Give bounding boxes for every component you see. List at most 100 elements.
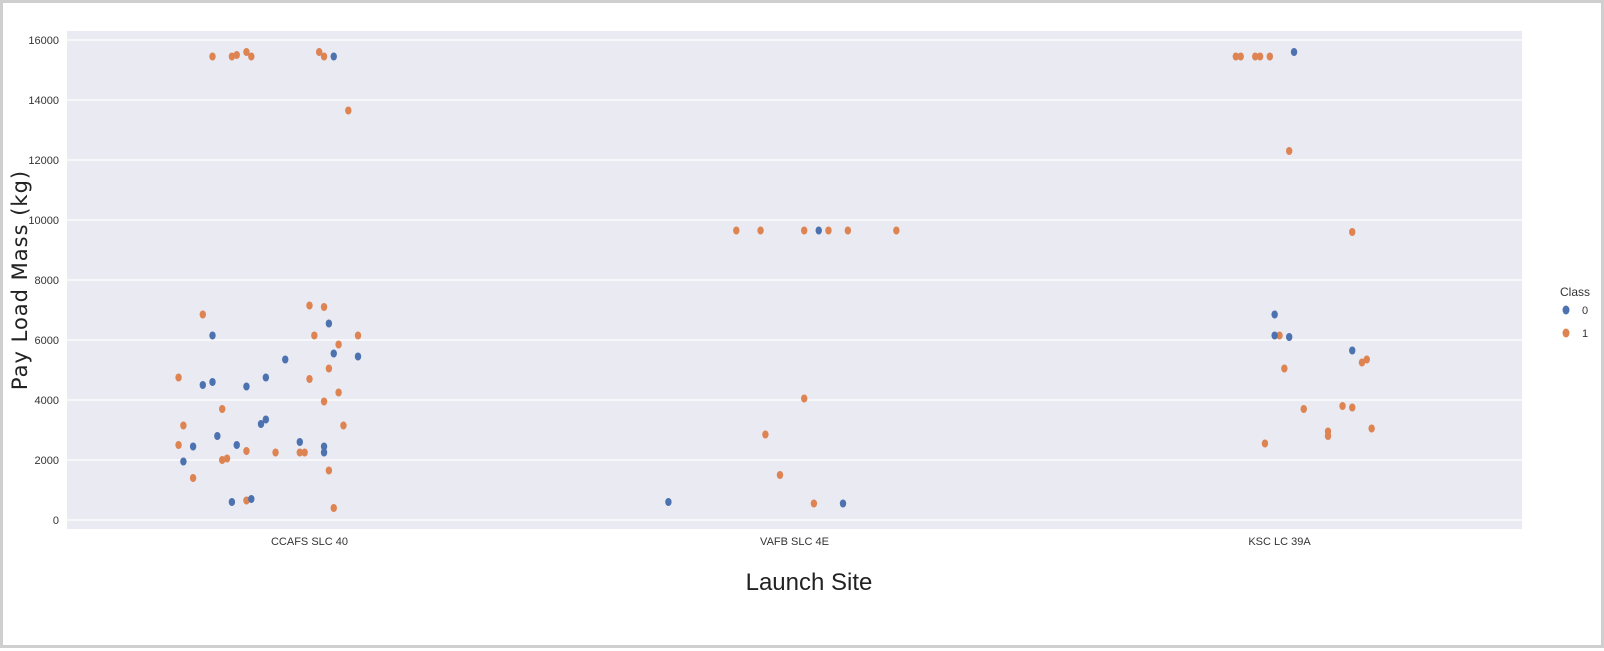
- data-point-class-0: [233, 441, 240, 449]
- data-point-class-0: [209, 378, 216, 386]
- y-tick-label: 14000: [28, 95, 59, 107]
- data-point-class-1: [243, 496, 250, 505]
- data-point-class-0: [199, 381, 206, 389]
- legend-marker-0: [1562, 305, 1570, 315]
- data-point-class-1: [243, 447, 250, 455]
- data-point-class-0: [320, 448, 328, 457]
- gridlines: [67, 39, 1522, 521]
- data-point-class-1: [311, 331, 318, 340]
- data-point-class-1: [1266, 52, 1274, 61]
- data-point-class-1: [175, 441, 182, 449]
- data-point-class-1: [1286, 147, 1293, 155]
- y-tick-label: 12000: [28, 155, 59, 167]
- data-point-class-1: [325, 466, 333, 475]
- data-point-class-0: [180, 457, 187, 466]
- data-point-class-1: [1349, 403, 1356, 412]
- y-tick-label: 6000: [35, 335, 59, 347]
- x-tick-labels: CCAFS SLC 40 VAFB SLC 4E KSC LC 39A: [271, 536, 1311, 548]
- legend-title: Class: [1560, 285, 1590, 299]
- data-point-class-1: [801, 226, 808, 235]
- data-point-class-1: [825, 226, 832, 235]
- data-point-class-1: [801, 394, 808, 403]
- data-point-class-1: [1256, 52, 1264, 61]
- data-point-class-1: [320, 397, 328, 406]
- data-point-class-1: [1261, 439, 1269, 448]
- data-point-class-0: [282, 355, 289, 364]
- y-tick-label: 10000: [28, 215, 59, 227]
- data-point-class-0: [248, 495, 255, 503]
- y-tick-label: 16000: [28, 35, 59, 47]
- data-point-class-0: [257, 420, 265, 428]
- y-tick-label: 2000: [35, 455, 59, 467]
- data-point-class-1: [893, 226, 900, 235]
- data-point-class-1: [1363, 355, 1371, 364]
- data-point-class-1: [233, 51, 240, 59]
- data-point-class-1: [345, 106, 352, 115]
- data-point-class-1: [335, 340, 342, 349]
- data-point-class-1: [1368, 424, 1375, 433]
- data-point-class-1: [330, 504, 337, 512]
- data-point-class-1: [1252, 52, 1259, 61]
- data-point-class-1: [1276, 331, 1283, 340]
- data-point-class-0: [228, 498, 236, 506]
- y-tick-labels: 0 2000 4000 6000 8000 10000 12000 14000 16000: [28, 35, 59, 527]
- data-point-class-1: [733, 226, 740, 235]
- data-point-class-1: [175, 373, 182, 382]
- legend-marker-1: [1562, 328, 1570, 338]
- data-point-class-1: [209, 52, 216, 61]
- data-point-class-0: [1349, 346, 1356, 355]
- data-point-class-1: [320, 303, 328, 311]
- data-point-class-1: [219, 456, 226, 464]
- data-point-class-1: [1281, 364, 1288, 373]
- data-point-class-1: [199, 310, 206, 319]
- x-tick-label: CCAFS SLC 40: [271, 536, 348, 548]
- data-point-class-1: [180, 421, 187, 430]
- legend-label: 1: [1582, 328, 1588, 340]
- y-tick-label: 4000: [35, 395, 59, 407]
- data-point-class-1: [762, 430, 769, 439]
- data-point-class-1: [320, 52, 328, 61]
- data-point-class-0: [1290, 48, 1298, 56]
- data-point-class-1: [1349, 228, 1356, 236]
- data-point-class-1: [340, 421, 347, 430]
- data-point-class-0: [320, 442, 328, 451]
- scatter-chart: 0 2000 4000 6000 8000 10000 12000 14000 16000 CC…: [8, 31, 1590, 596]
- data-point-class-1: [1300, 405, 1307, 413]
- data-point-class-1: [219, 405, 226, 413]
- y-tick-label: 0: [53, 515, 59, 527]
- data-point-class-1: [296, 448, 303, 457]
- data-point-class-1: [243, 48, 250, 56]
- data-point-class-0: [262, 415, 270, 424]
- y-tick-label: 8000: [35, 275, 59, 287]
- data-point-class-1: [272, 448, 279, 457]
- x-tick-label: KSC LC 39A: [1248, 536, 1311, 548]
- data-point-class-0: [815, 226, 822, 235]
- data-point-class-0: [214, 432, 221, 440]
- data-point-class-1: [1358, 358, 1366, 367]
- legend: Class 0 1: [1560, 285, 1590, 340]
- data-points: [175, 48, 1375, 512]
- data-point-class-1: [248, 52, 255, 61]
- data-point-class-0: [262, 373, 270, 382]
- data-point-class-0: [209, 331, 216, 340]
- data-point-class-0: [296, 438, 303, 446]
- data-point-class-1: [1232, 52, 1240, 61]
- data-point-class-0: [354, 352, 362, 361]
- data-point-class-1: [316, 48, 323, 56]
- legend-label: 0: [1582, 305, 1588, 317]
- data-point-class-1: [335, 388, 342, 397]
- data-point-class-1: [354, 331, 362, 340]
- data-point-class-0: [189, 442, 197, 451]
- data-point-class-1: [1339, 402, 1346, 410]
- data-point-class-0: [330, 349, 337, 358]
- x-tick-label: VAFB SLC 4E: [760, 536, 829, 548]
- data-point-class-1: [325, 364, 333, 373]
- data-point-class-1: [189, 474, 197, 482]
- data-point-class-0: [325, 319, 333, 328]
- data-point-class-1: [223, 454, 231, 463]
- data-point-class-0: [1271, 310, 1278, 319]
- data-point-class-1: [306, 301, 313, 310]
- x-axis-label: Launch Site: [746, 569, 873, 596]
- data-point-class-1: [1237, 52, 1244, 61]
